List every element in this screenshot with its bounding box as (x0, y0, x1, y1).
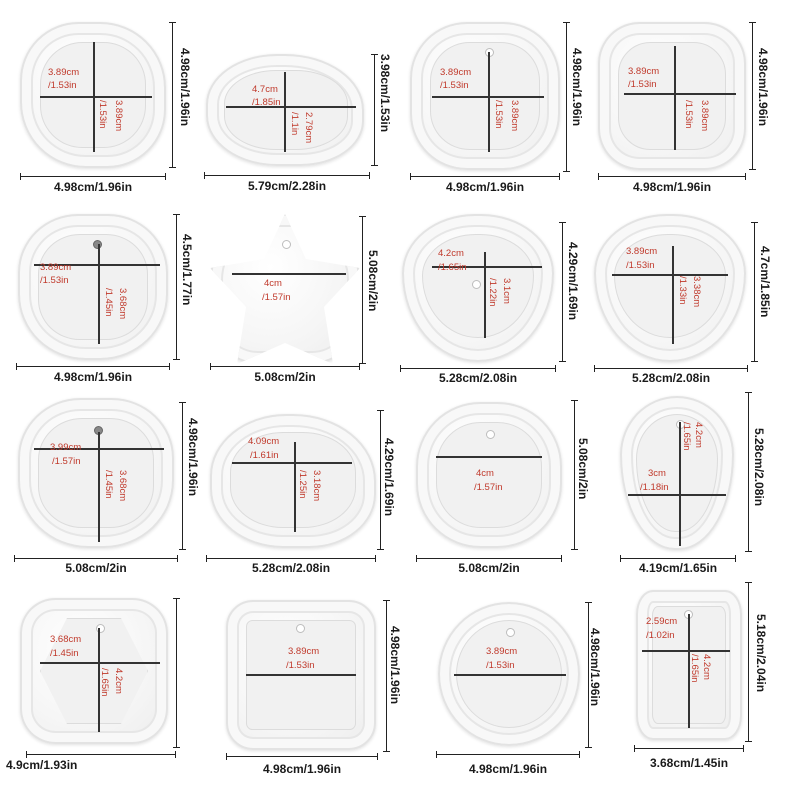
mold-14-width-label: 4.98cm/1.96in (262, 762, 342, 776)
mold-9-width-label: 5.08cm/2in (65, 561, 127, 575)
mold-12-width-cm: 3cm (648, 468, 666, 479)
mold-7-width-label: 5.28cm/2.08in (438, 371, 518, 385)
mold-14-width-in: /1.53in (286, 660, 315, 671)
mold-2-height-in: /1.1in (289, 112, 300, 136)
mold-16-height-label: 5.18cm/2.04in (754, 614, 768, 693)
mold-5-width-cm: 3.89cm (40, 262, 72, 273)
mold-12-height-cm: 4.2cm (693, 422, 704, 448)
mold-12-width-in: /1.18in (640, 482, 669, 493)
mold-10-height-in: /1.25in (297, 470, 308, 499)
mold-8-height-in: /1.33in (677, 276, 688, 305)
mold-4-width-label: 4.98cm/1.96in (632, 180, 712, 194)
mold-cell-16: 2.59cm /1.02in 4.2cm /1.65in 3.68cm/1.45… (588, 582, 784, 784)
mold-cell-7: 4.2cm /1.65in 3.1cm /1.22in 5.28cm/2.08i… (392, 196, 588, 392)
mold-16-height-cm: 4.2cm (701, 654, 712, 680)
mold-10-width-label: 5.28cm/2.08in (251, 561, 331, 575)
mold-cell-4: 3.89cm /1.53in 3.89cm /1.53in 4.98cm/1.9… (588, 0, 784, 196)
mold-1-height-in: /1.53in (97, 100, 108, 129)
mold-7-height-label: 4.29cm/1.69in (566, 242, 580, 321)
mold-2-width-in: /1.85in (252, 97, 281, 108)
mold-16-width-label: 3.68cm/1.45in (649, 756, 729, 770)
mold-7-height-cm: 3.1cm (501, 278, 512, 304)
mold-5-height-cm: 3.68cm (117, 288, 128, 320)
mold-5-height-label: 4.5cm/1.77in (180, 234, 194, 306)
mold-8-height-cm: 3.38cm (691, 276, 702, 308)
mold-13-width-in: /1.45in (50, 648, 79, 659)
mold-4-width-cm: 3.89cm (628, 66, 660, 77)
mold-7-height-in: /1.22in (487, 278, 498, 307)
mold-3-width-in: /1.53in (440, 80, 469, 91)
mold-12-height-label: 5.28cm/2.08in (752, 428, 766, 507)
mold-11-width-label: 5.08cm/2in (458, 561, 520, 575)
mold-10-width-in: /1.61in (250, 450, 279, 461)
mold-cell-1: 3.89cm /1.53in 3.89cm /1.53in 4.98cm/1.9… (0, 0, 196, 196)
mold-4-height-cm: 3.89cm (699, 100, 710, 132)
mold-15-width-cm: 3.89cm (486, 646, 518, 657)
mold-cell-14: 3.89cm /1.53in 4.98cm/1.96in 4.98cm/1.96… (196, 588, 402, 784)
mold-15-width-in: /1.53in (486, 660, 515, 671)
mold-2-height-cm: 2.79cm (303, 112, 314, 144)
mold-cell-12: 3cm /1.18in 4.2cm /1.65in 4.19cm/1.65in … (588, 392, 784, 588)
mold-3-width-label: 4.98cm/1.96in (445, 180, 525, 194)
mold-8-height-label: 4.7cm/1.85in (758, 246, 772, 318)
mold-11-width-cm: 4cm (476, 468, 494, 479)
mold-11-width-in: /1.57in (474, 482, 503, 493)
mold-15-width-label: 4.98cm/1.96in (468, 762, 548, 776)
mold-9-width-in: /1.57in (52, 456, 81, 467)
mold-12-height-in: /1.65in (681, 422, 692, 451)
mold-16-width-in: /1.02in (646, 630, 675, 641)
mold-cell-10: 4.09cm /1.61in 3.18cm /1.25in 5.28cm/2.0… (196, 392, 396, 588)
mold-13-height-in: /1.65in (99, 668, 110, 697)
mold-16-width-cm: 2.59cm (646, 616, 678, 627)
mold-13-width-cm: 3.68cm (50, 634, 82, 645)
mold-10-width-cm: 4.09cm (248, 436, 280, 447)
mold-2-height-label: 3.98cm/1.53in (378, 54, 392, 133)
mold-9-height-cm: 3.68cm (117, 470, 128, 502)
mold-1-height-label: 4.98cm/1.96in (178, 48, 192, 127)
mold-3-height-cm: 3.89cm (509, 100, 520, 132)
mold-cell-9: 3.99cm /1.57in 3.68cm /1.45in 5.08cm/2in… (0, 392, 200, 588)
mold-cell-11: 4cm /1.57in 5.08cm/2in 5.08cm/2in (392, 392, 590, 588)
mold-2-width-cm: 4.7cm (252, 84, 278, 95)
star-mold (210, 214, 360, 364)
mold-6-height-label: 5.08cm/2in (366, 250, 380, 312)
mold-3-height-in: /1.53in (493, 100, 504, 129)
mold-6-width-in: /1.57in (262, 292, 291, 303)
mold-1-width-label: 4.98cm/1.96in (53, 180, 133, 194)
mold-cell-5: 3.89cm /1.53in 3.68cm /1.45in 4.98cm/1.9… (0, 196, 196, 392)
mold-4-height-label: 4.98cm/1.96in (756, 48, 770, 127)
mold-cell-6: 4cm /1.57in 5.08cm/2in 5.08cm/2in (196, 196, 392, 392)
mold-cell-3: 3.89cm /1.53in 3.89cm /1.53in 4.98cm/1.9… (392, 0, 588, 196)
mold-cell-15: 3.89cm /1.53in 4.98cm/1.96in 4.98cm/1.96… (392, 588, 602, 784)
mold-5-width-in: /1.53in (40, 275, 69, 286)
mold-cell-2: 4.7cm /1.85in 2.79cm /1.1in 5.79cm/2.28i… (196, 0, 392, 196)
mold-6-width-label: 5.08cm/2in (254, 370, 316, 384)
mold-6-width-cm: 4cm (264, 278, 282, 289)
mold-cell-8: 3.89cm /1.53in 3.38cm /1.33in 5.28cm/2.0… (588, 196, 784, 392)
mold-3-height-label: 4.98cm/1.96in (570, 48, 584, 127)
mold-5-width-label: 4.98cm/1.96in (53, 370, 133, 384)
mold-16-height-in: /1.65in (689, 654, 700, 683)
mold-8-width-label: 5.28cm/2.08in (631, 371, 711, 385)
mold-12-width-label: 4.19cm/1.65in (638, 561, 718, 575)
mold-7-width-in: /1.65in (438, 262, 467, 273)
mold-2-width-label: 5.79cm/2.28in (247, 179, 327, 193)
mold-4-height-in: /1.53in (683, 100, 694, 129)
mold-cell-13: 3.68cm /1.45in 4.2cm /1.65in 4.9cm/1.93i… (0, 588, 196, 784)
mold-1-width-cm: 3.89cm (48, 67, 80, 78)
mold-1-width-in: /1.53in (48, 80, 77, 91)
mold-13-height-cm: 4.2cm (113, 668, 124, 694)
mold-10-height-cm: 3.18cm (311, 470, 322, 502)
mold-3-width-cm: 3.89cm (440, 67, 472, 78)
mold-14-width-cm: 3.89cm (288, 646, 320, 657)
mold-13-width-label: 4.9cm/1.93in (6, 758, 78, 772)
mold-1-height-cm: 3.89cm (113, 100, 124, 132)
mold-4-width-in: /1.53in (628, 79, 657, 90)
mold-9-width-cm: 3.99cm (50, 442, 82, 453)
mold-5-height-in: /1.45in (103, 288, 114, 317)
mold-9-height-in: /1.45in (103, 470, 114, 499)
mold-8-width-in: /1.53in (626, 260, 655, 271)
mold-7-width-cm: 4.2cm (438, 248, 464, 259)
mold-8-width-cm: 3.89cm (626, 246, 658, 257)
